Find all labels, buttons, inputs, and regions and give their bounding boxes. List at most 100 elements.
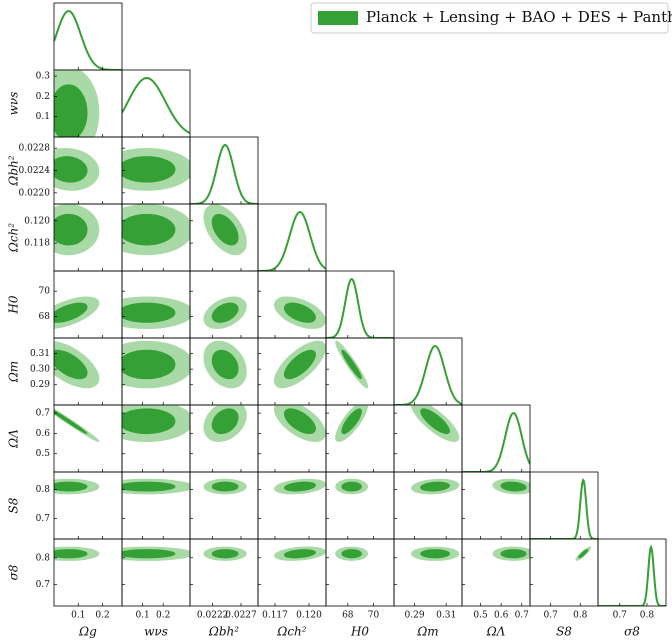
x-axis-label: σ8 — [624, 625, 640, 639]
x-tick-label: 0.31 — [436, 611, 456, 621]
x-tick-label: 0.2 — [95, 611, 109, 621]
y-axis-label: Ωch² — [7, 223, 21, 253]
x-tick-label: 0.6 — [494, 611, 509, 621]
inner-contour — [122, 408, 176, 435]
panel-frame — [393, 337, 463, 406]
inner-contour — [54, 481, 88, 492]
panel — [122, 148, 190, 191]
x-tick-label: 68 — [342, 611, 354, 621]
inner-contour — [54, 156, 88, 183]
panel — [122, 546, 190, 561]
y-axis-label: Ωm — [7, 361, 21, 383]
panel — [410, 405, 460, 442]
panel — [54, 340, 100, 389]
inner-contour — [122, 213, 176, 246]
panel — [274, 405, 326, 442]
x-axis-label: ΩΛ — [486, 625, 506, 639]
x-tick-label: 0.120 — [296, 611, 322, 621]
panel — [203, 204, 247, 256]
panel — [122, 478, 190, 495]
panel — [203, 296, 247, 329]
panel — [492, 546, 530, 561]
x-tick-label: 0.5 — [473, 611, 488, 621]
panel — [575, 546, 592, 561]
panel — [274, 296, 326, 329]
panel — [598, 544, 666, 606]
y-axis-label: H0 — [7, 295, 21, 314]
panel — [258, 211, 326, 271]
panel — [394, 345, 462, 405]
panel — [203, 340, 247, 389]
y-axis-label: ΩΛ — [7, 429, 21, 449]
panel — [54, 204, 100, 256]
y-tick-label: 0.8 — [36, 485, 51, 495]
panel — [274, 546, 326, 561]
inner-contour — [211, 408, 239, 435]
y-tick-label: 0.7 — [36, 514, 51, 524]
legend-swatch — [318, 11, 358, 25]
y-tick-label: 0.8 — [36, 553, 51, 563]
panel — [335, 478, 369, 495]
panel — [54, 405, 100, 442]
panel — [410, 478, 460, 495]
x-tick-label: 70 — [368, 611, 380, 621]
panel-frame — [461, 404, 531, 473]
x-axis-label: wνs — [144, 625, 168, 639]
y-tick-label: 70 — [39, 287, 51, 297]
x-axis-label: Ωg — [78, 625, 97, 639]
y-tick-label: 0.7 — [36, 580, 51, 590]
inner-contour — [122, 549, 176, 559]
panel — [122, 405, 190, 442]
inner-contour — [54, 302, 88, 323]
inner-contour — [420, 481, 451, 492]
inner-contour — [122, 302, 176, 323]
y-tick-label: 0.0220 — [19, 188, 51, 198]
x-axis-label: H0 — [350, 625, 369, 639]
marginal-curve — [530, 478, 598, 539]
inner-contour — [283, 349, 316, 380]
inner-contour — [54, 408, 88, 435]
x-axis-label: Ωbh² — [208, 625, 239, 639]
panel — [335, 340, 369, 389]
inner-contour — [54, 349, 88, 380]
panel — [122, 296, 190, 329]
y-tick-label: 0.30 — [30, 365, 50, 375]
inner-contour — [420, 408, 451, 435]
legend-label: Planck + Lensing + BAO + DES + Pantheon — [366, 8, 672, 26]
x-tick-label: 0.29 — [405, 611, 425, 621]
panel — [492, 478, 530, 495]
y-tick-label: 68 — [39, 312, 51, 322]
panel — [335, 546, 369, 561]
inner-contour — [283, 481, 316, 492]
panel — [122, 340, 190, 389]
y-tick-label: 0.3 — [36, 72, 51, 82]
x-tick-label: 0.7 — [515, 611, 530, 621]
panel — [54, 478, 100, 495]
marginal-curve — [462, 412, 530, 472]
y-tick-label: 0.7 — [36, 409, 51, 419]
panel — [335, 405, 369, 442]
inner-contour — [122, 156, 176, 183]
inner-contour — [211, 549, 239, 559]
x-tick-label: 0.1 — [135, 611, 149, 621]
y-tick-label: 0.5 — [36, 449, 51, 459]
panel — [203, 546, 247, 561]
x-tick-label: 0.0222 — [197, 611, 229, 621]
inner-contour — [341, 408, 362, 435]
inner-contour — [420, 549, 451, 559]
inner-contour — [211, 213, 239, 246]
inner-contour — [283, 302, 316, 323]
panel — [122, 77, 190, 135]
inner-contour — [341, 549, 362, 559]
x-axis-label: S8 — [556, 625, 572, 639]
marginal-curve — [598, 544, 666, 606]
x-tick-label: 0.8 — [573, 611, 588, 621]
y-axis-label: Ωbh² — [7, 155, 21, 186]
y-axis-label: σ8 — [7, 564, 21, 580]
panel — [54, 546, 100, 561]
inner-contour — [500, 549, 527, 559]
x-tick-label: 0.8 — [640, 611, 655, 621]
inner-contour — [54, 84, 88, 137]
panel — [203, 478, 247, 495]
panel-frame — [257, 203, 327, 272]
